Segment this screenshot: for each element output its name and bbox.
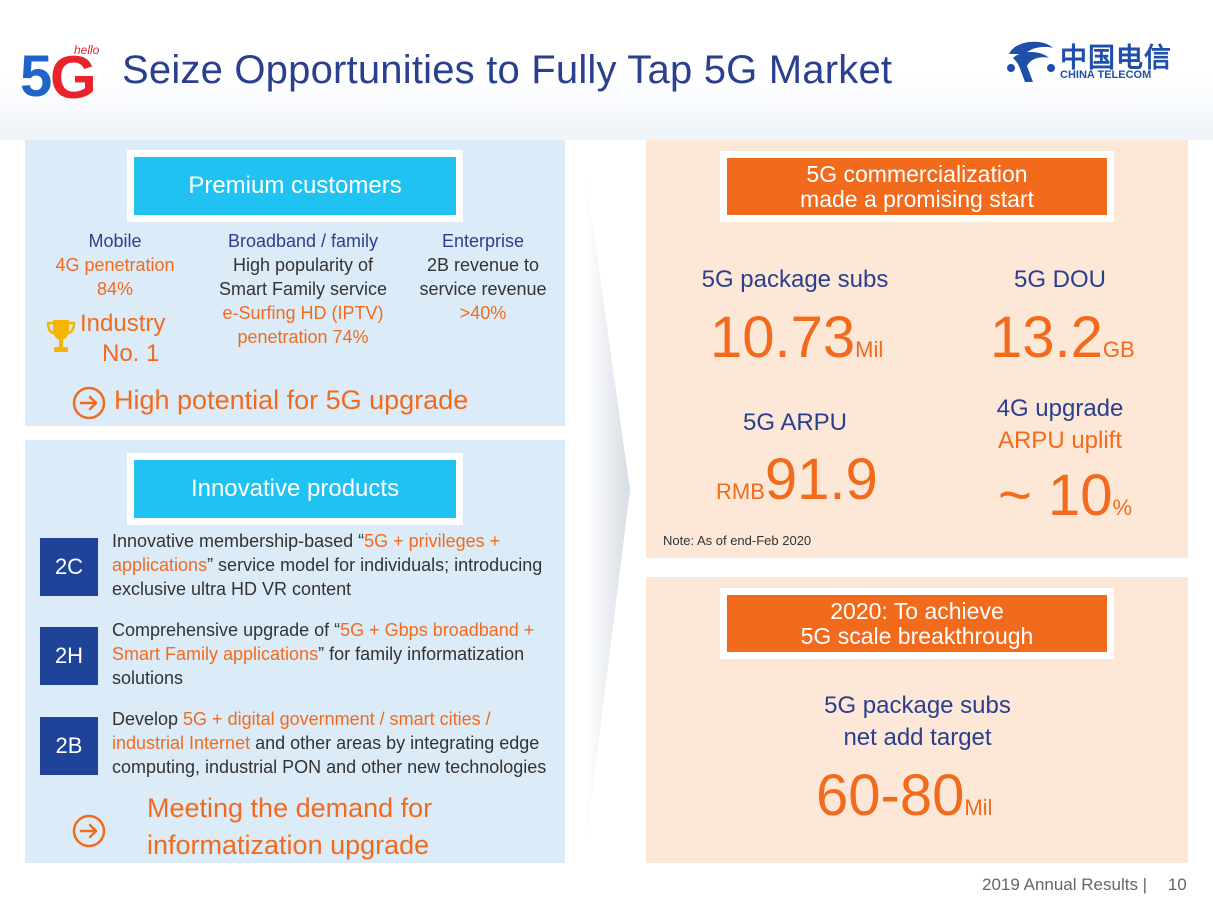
p2b-a: Develop (112, 709, 184, 729)
industry-rank-line-1: Industry (80, 310, 166, 337)
footer: 2019 Annual Results | 10 (982, 875, 1187, 895)
commercialization-title-l2: made a promising start (800, 185, 1034, 212)
china-telecom-logo-icon (1007, 41, 1055, 82)
p2h-c: Smart Family applications (112, 644, 319, 664)
package-subs-value: 10.73Mil (710, 308, 883, 368)
p2b-d: and other areas by integrating edge (250, 733, 540, 753)
target-title-box: 2020: To achieve 5G scale breakthrough (720, 588, 1114, 659)
tag-2h: 2H (40, 627, 98, 685)
p2h-d: ” for family informatization (318, 644, 525, 664)
product-2h-text: Comprehensive upgrade of “5G + Gbps broa… (112, 618, 534, 690)
target-label-l2: net add target (843, 724, 992, 751)
p2h-a: Comprehensive upgrade of “ (112, 620, 341, 640)
meeting-line-1: Meeting the demand for (147, 793, 433, 823)
broadband-line-1: High popularity of (232, 255, 374, 275)
dou-number: 13.2 (990, 305, 1103, 370)
enterprise-line-2: service revenue (419, 279, 547, 299)
5g-hello-logo: 5 G hello (20, 43, 100, 104)
p2b-c: industrial Internet (112, 733, 251, 753)
broadband-heading: Broadband / family (227, 231, 379, 251)
dou-label: 5G DOU (1013, 266, 1106, 293)
package-subs-unit: Mil (855, 337, 884, 362)
enterprise-heading: Enterprise (441, 231, 525, 251)
target-number: 60-80 (816, 763, 965, 828)
tag-2c: 2C (40, 538, 98, 596)
target-title-l1: 2020: To achieve (830, 597, 1004, 624)
innovative-products-title-box: Innovative products (127, 453, 463, 525)
upgrade-unit: % (1112, 495, 1133, 520)
chevron-right-icon (585, 170, 630, 850)
footer-text: 2019 Annual Results | (982, 875, 1148, 894)
target-title: 2020: To achieve 5G scale breakthrough (727, 595, 1107, 652)
innovative-products-title: Innovative products (134, 460, 456, 518)
footnote: Note: As of end-Feb 2020 (663, 533, 812, 548)
svg-text:5: 5 (20, 44, 51, 104)
circle-arrow-right-icon (72, 814, 106, 848)
product-2c-text: Innovative membership-based “5G + privil… (112, 529, 542, 601)
svg-text:G: G (50, 44, 97, 104)
package-subs-number: 10.73 (710, 305, 856, 370)
dou-unit: GB (1102, 337, 1135, 362)
telecom-english-name: CHINA TELECOM (1060, 69, 1152, 81)
arpu-number: 91.9 (764, 447, 878, 512)
commercialization-title: 5G commercialization made a promising st… (727, 158, 1107, 215)
arpu-prefix: RMB (716, 479, 765, 504)
p2h-e: solutions (112, 668, 184, 688)
broadband-column: Broadband / family High popularity of Sm… (212, 229, 394, 349)
enterprise-line-1: 2B revenue to (426, 255, 540, 275)
upgrade-value: ~ 10% (998, 466, 1132, 526)
target-value: 60-80Mil (816, 766, 992, 826)
dou-value: 13.2GB (990, 308, 1135, 368)
broadband-line-4: penetration 74% (237, 327, 369, 347)
meeting-demand-text: Meeting the demand for informatization u… (147, 790, 432, 864)
premium-customers-title: Premium customers (134, 157, 456, 215)
tag-2b: 2B (40, 717, 98, 775)
package-subs-label: 5G package subs (701, 266, 889, 293)
page-number: 10 (1167, 875, 1187, 894)
target-label-l1: 5G package subs (824, 692, 1011, 719)
meeting-line-2: informatization upgrade (147, 830, 430, 860)
target-title-l2: 5G scale breakthrough (800, 622, 1034, 649)
broadband-line-3: e-Surfing HD (IPTV) (222, 303, 384, 323)
telecom-chinese-name: 中国电信 (1060, 43, 1172, 74)
p2h-b: 5G + Gbps broadband + (340, 620, 535, 640)
p2b-e: computing, industrial PON and other new … (112, 757, 547, 777)
circle-arrow-right-icon (72, 386, 106, 420)
upgrade-label: 4G upgrade ARPU uplift (965, 393, 1155, 457)
broadband-line-2: Smart Family service (218, 279, 388, 299)
p2c-b: 5G + privileges + (364, 531, 501, 551)
enterprise-column: Enterprise 2B revenue to service revenue… (412, 229, 554, 325)
p2c-a: Innovative membership-based “ (112, 531, 365, 551)
premium-customers-title-box: Premium customers (127, 150, 463, 222)
mobile-line-2: 84% (96, 279, 134, 299)
page-title: Seize Opportunities to Fully Tap 5G Mark… (122, 48, 893, 92)
commercialization-title-box: 5G commercialization made a promising st… (720, 151, 1114, 222)
commercialization-title-l1: 5G commercialization (806, 160, 1028, 187)
p2c-d: ” service model for individuals; introdu… (207, 555, 543, 575)
p2c-e: exclusive ultra HD VR content (112, 579, 352, 599)
arpu-label: 5G ARPU (742, 409, 848, 436)
high-potential-text: High potential for 5G upgrade (114, 385, 469, 415)
target-unit: Mil (964, 795, 993, 820)
p2c-c: applications (112, 555, 208, 575)
upgrade-label-l2: ARPU uplift (997, 427, 1123, 454)
enterprise-line-3: >40% (459, 303, 507, 323)
trophy-icon (46, 320, 76, 352)
mobile-line-1: 4G penetration (55, 255, 175, 275)
logo-hello-text: hello (74, 43, 100, 57)
product-2b-text: Develop 5G + digital government / smart … (112, 707, 546, 779)
target-label: 5G package subs net add target (760, 690, 1075, 754)
upgrade-label-l1: 4G upgrade (996, 395, 1124, 422)
mobile-column: Mobile 4G penetration 84% (40, 229, 190, 301)
industry-rank-line-2: No. 1 (102, 340, 160, 367)
p2b-b: 5G + digital government / smart cities / (183, 709, 491, 729)
upgrade-number: ~ 10 (998, 463, 1113, 528)
arpu-value: RMB91.9 (716, 450, 878, 510)
mobile-heading: Mobile (88, 231, 142, 251)
